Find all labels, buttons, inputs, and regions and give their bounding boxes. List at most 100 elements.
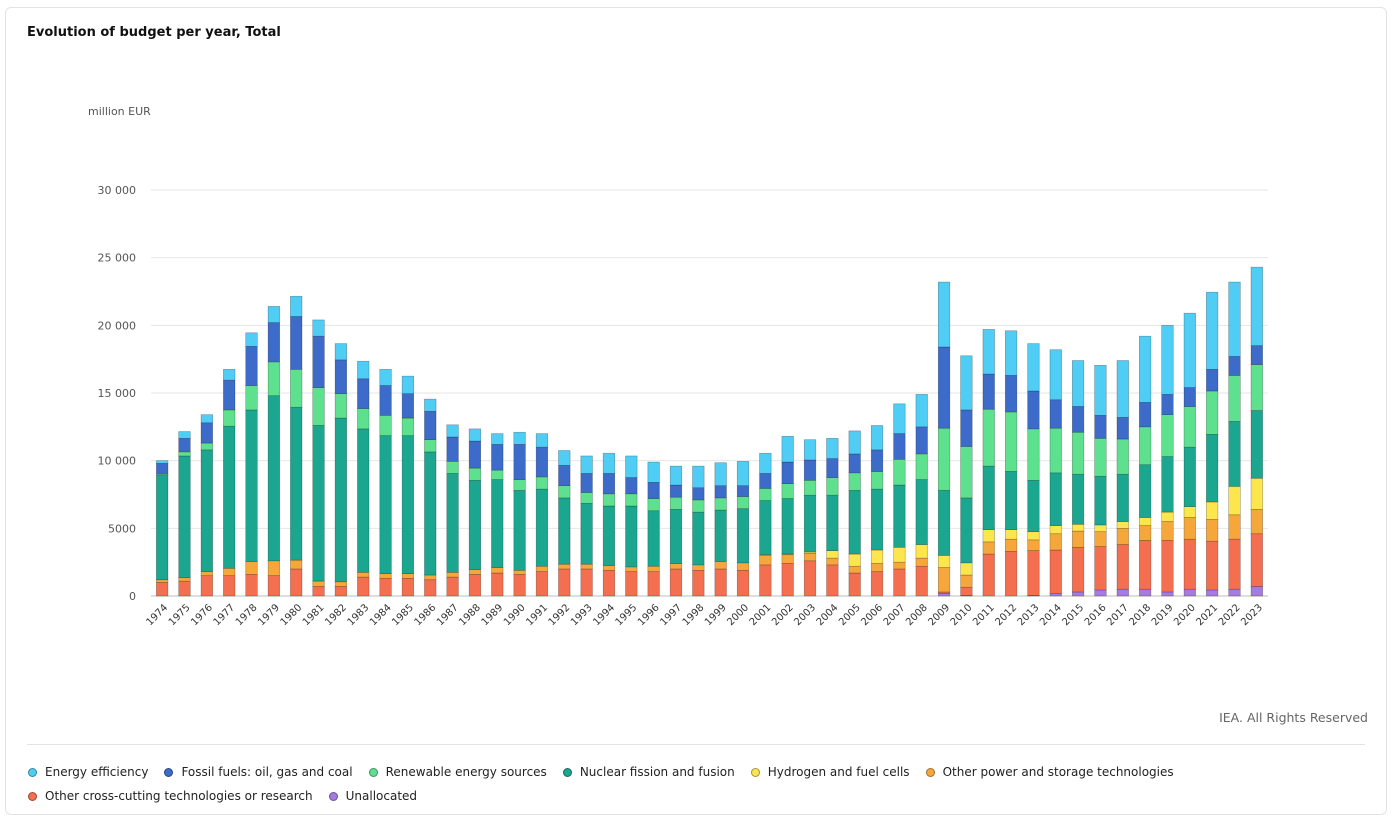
bar-segment[interactable] <box>424 410 437 440</box>
bar-segment[interactable] <box>1139 525 1152 541</box>
bar-segment[interactable] <box>692 569 705 597</box>
bar-segment[interactable] <box>647 510 660 567</box>
bar-segment[interactable] <box>803 479 817 496</box>
bar-stack-2015[interactable] <box>1072 360 1085 597</box>
bar-segment[interactable] <box>1206 501 1219 520</box>
bar-segment[interactable] <box>535 446 549 478</box>
bar-segment[interactable] <box>424 451 437 576</box>
bar-segment[interactable] <box>312 425 325 582</box>
bar-segment[interactable] <box>602 505 616 566</box>
bar-segment[interactable] <box>200 449 213 572</box>
bar-segment[interactable] <box>178 577 191 582</box>
bar-segment[interactable] <box>513 479 526 491</box>
bar-stack-1992[interactable] <box>558 450 571 597</box>
bar-segment[interactable] <box>803 459 817 481</box>
bar-segment[interactable] <box>826 557 839 566</box>
bar-segment[interactable] <box>781 554 794 564</box>
bar-segment[interactable] <box>468 440 482 469</box>
bar-segment[interactable] <box>1027 390 1040 430</box>
bar-segment[interactable] <box>625 477 638 495</box>
bar-segment[interactable] <box>915 544 928 559</box>
bar-segment[interactable] <box>178 580 191 597</box>
bar-segment[interactable] <box>1116 360 1129 418</box>
bar-segment[interactable] <box>1161 456 1174 513</box>
bar-segment[interactable] <box>937 281 951 348</box>
bar-segment[interactable] <box>1004 330 1018 376</box>
bar-segment[interactable] <box>200 422 213 444</box>
bar-segment[interactable] <box>290 559 303 570</box>
bar-stack-1994[interactable] <box>602 452 616 597</box>
bar-stack-2010[interactable] <box>960 355 973 597</box>
bar-segment[interactable] <box>803 560 817 597</box>
bar-segment[interactable] <box>1139 517 1152 526</box>
bar-segment[interactable] <box>625 571 638 597</box>
bar-segment[interactable] <box>156 579 169 583</box>
bar-segment[interactable] <box>1072 431 1085 475</box>
bar-segment[interactable] <box>1183 446 1196 507</box>
bar-segment[interactable] <box>1228 356 1241 376</box>
bar-segment[interactable] <box>669 465 683 486</box>
bar-stack-2023[interactable] <box>1250 266 1263 597</box>
bar-segment[interactable] <box>267 361 280 396</box>
bar-segment[interactable] <box>1183 387 1196 407</box>
bar-segment[interactable] <box>1072 360 1085 407</box>
bar-segment[interactable] <box>781 483 794 499</box>
bar-segment[interactable] <box>468 428 482 442</box>
bar-segment[interactable] <box>736 496 750 510</box>
bar-segment[interactable] <box>602 493 616 507</box>
bar-segment[interactable] <box>915 479 928 545</box>
bar-segment[interactable] <box>781 563 794 597</box>
bar-segment[interactable] <box>1094 438 1107 477</box>
bar-segment[interactable] <box>1116 521 1129 529</box>
bar-segment[interactable] <box>714 509 727 562</box>
bar-segment[interactable] <box>781 498 794 555</box>
bar-segment[interactable] <box>937 567 951 593</box>
bar-segment[interactable] <box>424 574 437 581</box>
bar-segment[interactable] <box>334 581 347 587</box>
bar-segment[interactable] <box>558 485 571 499</box>
bar-segment[interactable] <box>1049 472 1062 526</box>
bar-segment[interactable] <box>513 444 526 480</box>
bar-segment[interactable] <box>625 493 638 507</box>
bar-segment[interactable] <box>491 444 504 471</box>
bar-segment[interactable] <box>379 369 392 386</box>
bar-stack-1988[interactable] <box>468 428 482 597</box>
bar-segment[interactable] <box>647 482 660 499</box>
bar-segment[interactable] <box>1094 531 1107 547</box>
bar-segment[interactable] <box>156 582 169 597</box>
bar-segment[interactable] <box>1004 471 1018 530</box>
bar-segment[interactable] <box>513 574 526 597</box>
bar-stack-1985[interactable] <box>401 375 415 597</box>
bar-segment[interactable] <box>379 415 392 436</box>
bar-segment[interactable] <box>826 477 839 496</box>
bar-segment[interactable] <box>602 473 616 495</box>
bar-segment[interactable] <box>1116 438 1129 475</box>
bar-segment[interactable] <box>401 578 415 597</box>
bar-segment[interactable] <box>736 485 750 497</box>
bar-segment[interactable] <box>1049 427 1062 474</box>
bar-segment[interactable] <box>1250 410 1263 479</box>
bar-segment[interactable] <box>803 494 817 553</box>
legend-item[interactable]: Other cross-cutting technologies or rese… <box>28 784 313 808</box>
bar-segment[interactable] <box>1094 524 1107 533</box>
bar-segment[interactable] <box>334 393 347 419</box>
bar-segment[interactable] <box>535 488 549 567</box>
bar-segment[interactable] <box>848 572 861 597</box>
bar-segment[interactable] <box>1161 414 1174 457</box>
bar-stack-1974[interactable] <box>156 460 169 597</box>
bar-segment[interactable] <box>1004 538 1018 552</box>
bar-stack-1993[interactable] <box>580 455 593 597</box>
bar-segment[interactable] <box>267 322 280 363</box>
bar-segment[interactable] <box>982 373 995 410</box>
bar-segment[interactable] <box>200 575 213 597</box>
bar-segment[interactable] <box>223 567 236 577</box>
bar-segment[interactable] <box>580 563 593 570</box>
bar-segment[interactable] <box>290 369 303 408</box>
bar-segment[interactable] <box>1228 514 1241 540</box>
bar-segment[interactable] <box>692 511 705 566</box>
bar-segment[interactable] <box>446 572 459 578</box>
bar-segment[interactable] <box>245 574 258 597</box>
bar-segment[interactable] <box>870 563 884 572</box>
bar-segment[interactable] <box>1139 588 1152 597</box>
bar-segment[interactable] <box>1004 375 1018 413</box>
